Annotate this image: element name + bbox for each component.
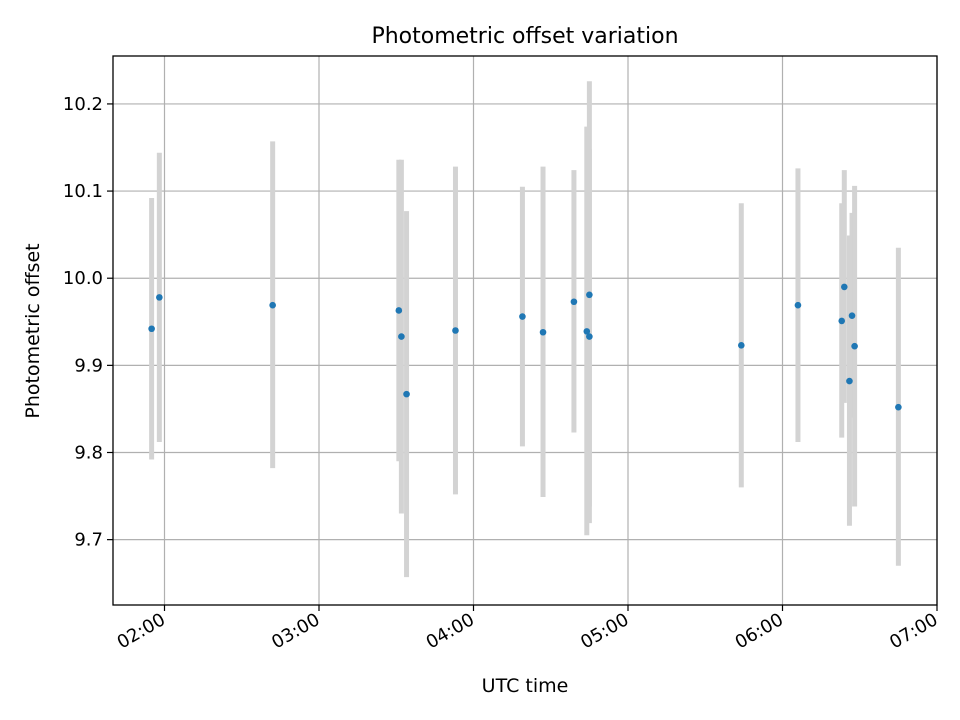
- y-tick-label: 9.9: [74, 355, 103, 376]
- y-tick-label: 10.1: [63, 181, 103, 202]
- data-point: [395, 307, 403, 314]
- y-axis: 9.7 9.8 9.9 10.0 10.1 10.2: [63, 94, 113, 551]
- chart-title: Photometric offset variation: [371, 24, 678, 49]
- data-point: [148, 325, 155, 333]
- data-point: [519, 313, 526, 320]
- plot-frame: [112, 55, 938, 606]
- data-point: [846, 377, 853, 385]
- data-point: [583, 328, 591, 335]
- data-point: [895, 403, 902, 411]
- data-points: [148, 283, 902, 411]
- y-axis-label: Photometric offset: [22, 243, 44, 418]
- data-point: [838, 317, 846, 325]
- data-point: [539, 328, 547, 336]
- data-point: [452, 327, 459, 334]
- data-point: [841, 283, 848, 291]
- data-point: [851, 342, 858, 350]
- y-tick-label: 9.7: [74, 530, 103, 551]
- data-point: [156, 294, 163, 301]
- data-point: [570, 298, 578, 306]
- y-tick-label: 9.8: [74, 443, 103, 464]
- data-point: [403, 390, 410, 398]
- data-point: [269, 301, 276, 309]
- x-axis-label: UTC time: [482, 675, 569, 697]
- data-point: [586, 291, 593, 299]
- data-point: [794, 301, 802, 309]
- data-point: [586, 333, 593, 340]
- data-point: [738, 342, 745, 349]
- data-point: [848, 312, 856, 319]
- data-point: [398, 333, 405, 340]
- y-tick-label: 10.0: [63, 268, 103, 289]
- y-tick-label: 10.2: [63, 94, 103, 115]
